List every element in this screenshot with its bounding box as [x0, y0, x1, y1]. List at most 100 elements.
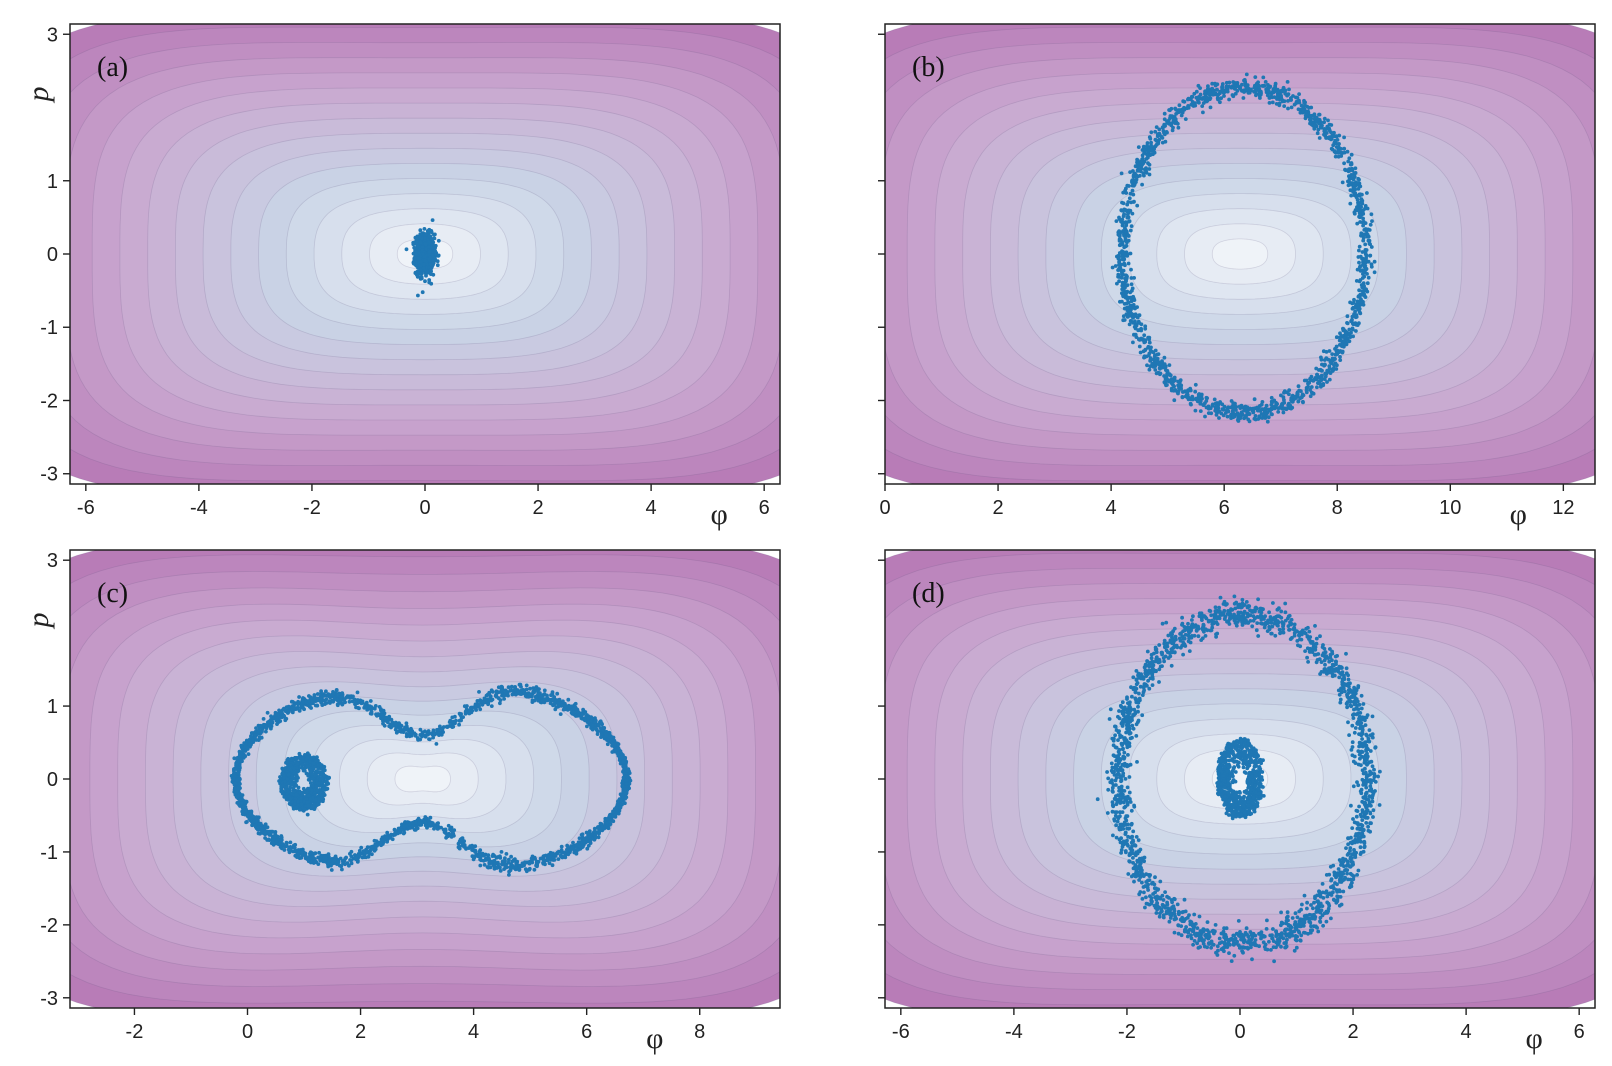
- data-point: [1357, 209, 1362, 214]
- data-point: [1153, 137, 1158, 142]
- data-point: [307, 704, 312, 709]
- data-point: [1263, 406, 1267, 411]
- data-point: [1319, 355, 1323, 360]
- data-point: [351, 694, 355, 699]
- data-point: [411, 261, 416, 266]
- data-point: [1130, 211, 1135, 216]
- data-point: [277, 708, 281, 713]
- data-point: [622, 771, 627, 776]
- data-point: [304, 700, 308, 704]
- data-point: [1363, 221, 1368, 226]
- data-point: [591, 723, 595, 728]
- data-point: [1357, 248, 1361, 253]
- data-point: [1209, 411, 1214, 416]
- data-point: [607, 822, 612, 827]
- data-point: [1353, 187, 1357, 192]
- data-point: [367, 705, 372, 710]
- data-point: [561, 699, 565, 704]
- data-point: [1125, 212, 1130, 217]
- data-point: [1127, 322, 1132, 327]
- data-point: [1179, 108, 1184, 113]
- data-point: [498, 701, 502, 706]
- data-point: [388, 836, 393, 840]
- data-point: [375, 713, 379, 718]
- data-point: [1125, 305, 1129, 310]
- data-point: [488, 860, 493, 864]
- data-point: [1206, 86, 1210, 91]
- data-point: [1345, 321, 1349, 325]
- data-point: [233, 786, 238, 791]
- data-point: [1172, 375, 1177, 380]
- data-point: [1308, 394, 1313, 399]
- data-point: [487, 856, 491, 861]
- data-point: [433, 245, 437, 250]
- data-point: [623, 787, 628, 792]
- data-point: [1357, 192, 1362, 197]
- data-point: [1244, 415, 1248, 419]
- data-point: [438, 724, 442, 729]
- data-point: [517, 682, 522, 687]
- data-point: [1204, 99, 1209, 104]
- data-point: [588, 841, 593, 845]
- data-point: [428, 268, 433, 272]
- data-point: [373, 842, 378, 847]
- data-point: [530, 698, 535, 703]
- data-point: [1255, 81, 1259, 86]
- data-point: [623, 790, 628, 795]
- data-point: [550, 852, 555, 856]
- data-point: [542, 697, 547, 702]
- data-point: [265, 825, 270, 830]
- data-point: [1136, 319, 1141, 324]
- data-point: [372, 838, 377, 843]
- data-point: [1152, 147, 1156, 151]
- data-point: [1322, 116, 1327, 121]
- data-point: [1131, 340, 1135, 345]
- data-point: [1248, 88, 1253, 93]
- data-point: [527, 861, 532, 866]
- y-axis-label: p: [22, 87, 55, 104]
- data-point: [1345, 314, 1350, 319]
- data-point: [1334, 352, 1338, 357]
- data-point: [587, 829, 592, 833]
- data-point: [1301, 400, 1305, 405]
- data-point: [604, 821, 609, 825]
- data-point: [292, 845, 297, 850]
- data-point: [1280, 89, 1285, 94]
- data-point: [1222, 404, 1227, 409]
- data-point: [1167, 363, 1172, 367]
- data-point: [295, 707, 300, 711]
- data-point: [1340, 180, 1345, 185]
- data-point: [1363, 250, 1368, 255]
- data-point: [322, 698, 327, 703]
- data-point: [1342, 135, 1346, 140]
- data-point: [307, 857, 312, 862]
- data-point: [1358, 213, 1363, 218]
- data-point: [533, 694, 538, 699]
- data-point: [1147, 340, 1152, 345]
- data-point: [1362, 284, 1366, 289]
- data-point: [237, 768, 242, 772]
- data-point: [532, 867, 537, 872]
- data-point: [590, 727, 595, 732]
- data-point: [451, 719, 456, 724]
- data-point: [467, 711, 472, 716]
- data-point: [283, 718, 288, 723]
- data-point: [616, 799, 620, 804]
- data-point: [233, 781, 237, 786]
- data-point: [1368, 253, 1373, 258]
- data-point: [586, 835, 591, 840]
- data-point: [1145, 143, 1149, 148]
- data-point: [348, 858, 352, 862]
- data-point: [263, 836, 267, 840]
- data-point: [244, 820, 249, 825]
- data-point: [1216, 92, 1221, 97]
- data-point: [1201, 110, 1205, 115]
- data-point: [549, 693, 553, 698]
- data-point: [1176, 383, 1180, 388]
- data-point: [419, 276, 424, 281]
- data-point: [413, 271, 418, 275]
- data-point: [337, 863, 342, 868]
- data-point: [423, 258, 428, 263]
- data-point: [489, 688, 494, 693]
